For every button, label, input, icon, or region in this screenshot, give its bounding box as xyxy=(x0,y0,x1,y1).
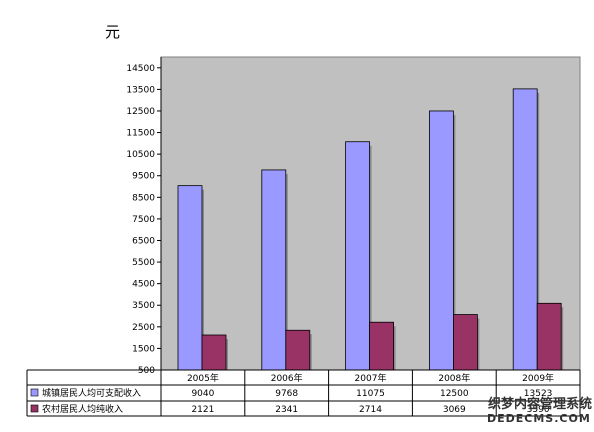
table-cell-value: 2341 xyxy=(275,405,298,415)
watermark-subtext: DEDECMS.COM xyxy=(487,412,591,425)
y-tick-label: 9500 xyxy=(132,172,155,182)
y-tick-label: 10500 xyxy=(126,150,155,160)
y-tick-label: 3500 xyxy=(132,301,155,311)
category-label: 2006年 xyxy=(271,372,303,384)
y-tick-label: 12500 xyxy=(126,107,155,117)
y-tick-label: 11500 xyxy=(126,129,155,139)
bar-urban-4 xyxy=(512,88,538,371)
bar-rural-1 xyxy=(285,329,311,371)
table-cell-value: 2714 xyxy=(359,405,382,415)
bar-shadow xyxy=(285,173,288,370)
table-cell-value: 12500 xyxy=(440,389,469,399)
bar-shadow xyxy=(393,326,396,370)
legend-swatch xyxy=(30,388,39,397)
bar-rural-2 xyxy=(369,321,395,371)
y-axis: 500 1500 2500 3500 4500 5500 6500 7500 8500 9500 1… xyxy=(126,57,162,376)
bar-rural-3 xyxy=(452,314,478,371)
bar-urban-2 xyxy=(345,141,371,371)
table-cell-value: 9768 xyxy=(275,389,298,399)
bar-urban-0 xyxy=(177,185,203,371)
watermark-text: 织梦内容管理系统 xyxy=(488,396,592,412)
category-label: 2005年 xyxy=(187,372,219,384)
bar-shadow xyxy=(369,145,372,370)
bar-shadow xyxy=(537,92,540,371)
bar-urban-1 xyxy=(261,169,287,371)
bar-rural-0 xyxy=(201,334,227,371)
category-label: 2007年 xyxy=(355,372,387,384)
y-tick-label: 14500 xyxy=(126,64,155,74)
table-cell-value: 3069 xyxy=(443,405,466,415)
bar-shadow xyxy=(309,334,312,370)
bar-shadow xyxy=(202,189,204,370)
table-cell-value: 2121 xyxy=(191,405,214,415)
y-axis-unit-label: 元 xyxy=(105,23,120,41)
bar-shadow xyxy=(226,339,228,370)
category-label: 2008年 xyxy=(438,372,470,384)
bar-rural-4 xyxy=(536,302,562,371)
y-tick-label: 7500 xyxy=(132,215,155,225)
bar-shadow xyxy=(477,318,480,370)
bar-shadow xyxy=(453,114,456,370)
y-tick-label: 1500 xyxy=(132,344,155,354)
y-tick-label: 6500 xyxy=(132,236,155,246)
y-tick-label: 8500 xyxy=(132,193,155,203)
legend-label: 农村居民人均纯收入 xyxy=(42,403,123,415)
table-cell-value: 9040 xyxy=(191,389,214,399)
bar-urban-3 xyxy=(428,110,454,371)
table-cell-value: 13523 xyxy=(524,389,553,399)
y-tick-label: 13500 xyxy=(126,85,155,95)
table-cell-value: 11075 xyxy=(356,389,385,399)
y-tick-label: 4500 xyxy=(132,280,155,290)
y-tick-label: 2500 xyxy=(132,323,155,333)
y-tick-label: 5500 xyxy=(132,258,155,268)
y-tick-label: 500 xyxy=(138,366,155,376)
table-cell-value: 3590 xyxy=(527,405,550,415)
watermark: 织梦内容管理系统 DEDECMS.COM xyxy=(487,396,592,425)
legend-swatch xyxy=(30,404,39,413)
bar-shadow xyxy=(561,307,564,370)
legend-label: 城镇居民人均可支配收入 xyxy=(42,387,141,399)
category-label: 2009年 xyxy=(522,372,554,384)
